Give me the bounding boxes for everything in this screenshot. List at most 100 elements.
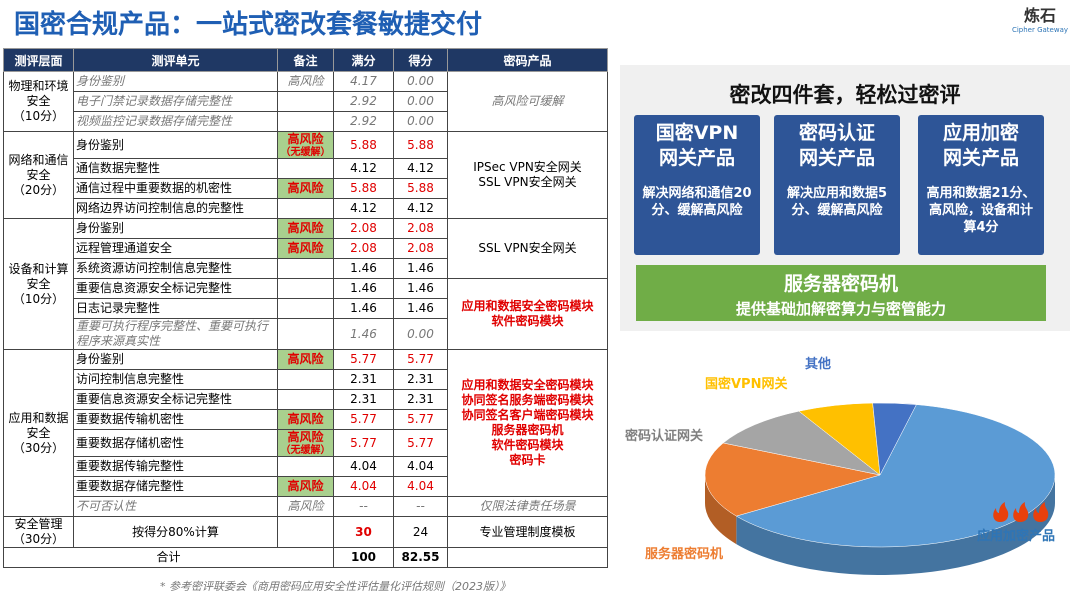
full-score: 4.12 <box>333 198 394 219</box>
score-table: 测评层面 测评单元 备注 满分 得分 密码产品 物理和环境安全 （10分） 身份鉴别 高风险 4.… <box>3 48 608 568</box>
total-row: 合计 100 82.55 <box>3 547 608 568</box>
column-header: 密码产品 <box>447 48 608 72</box>
score: 4.04 <box>393 456 448 477</box>
note-cell <box>277 91 334 112</box>
card-title-line: 国密VPN <box>655 122 739 144</box>
score: 0.00 <box>393 71 448 92</box>
unit-cell: 系统资源访问控制信息完整性 <box>73 258 278 279</box>
server-bar: 服务器密码机 提供基础加解密算力与密管能力 <box>636 265 1046 321</box>
score: 5.88 <box>393 131 448 159</box>
score: 2.31 <box>393 389 448 410</box>
note-cell: 高风险 <box>277 218 334 239</box>
card-desc: 解决网络和通信20分、缓解高风险 <box>642 186 752 218</box>
score: 2.31 <box>393 369 448 390</box>
column-header: 满分 <box>333 48 394 72</box>
full-score: 5.77 <box>333 409 394 430</box>
note-text: 高风险 <box>287 221 324 235</box>
unit-cell: 重要信息资源安全标记完整性 <box>73 389 278 410</box>
note-cell <box>277 456 334 477</box>
full-score: 4.17 <box>333 71 394 92</box>
score: 5.88 <box>393 178 448 199</box>
note-cell: 高风险 （无缓解） <box>277 131 334 159</box>
note-text: 高风险 <box>287 499 324 513</box>
layer-points: （20分） <box>12 182 65 197</box>
total-score: 82.55 <box>393 547 448 568</box>
note-cell: 高风险 <box>277 238 334 259</box>
note-cell <box>277 258 334 279</box>
unit-cell: 重要数据传输完整性 <box>73 456 278 477</box>
note-cell: 高风险 <box>277 409 334 430</box>
total-full: 100 <box>333 547 394 568</box>
unit-cell: 网络边界访问控制信息的完整性 <box>73 198 278 219</box>
product-line: 软件密码模块 <box>491 314 564 328</box>
slice-label: 国密VPN网关 <box>705 376 787 392</box>
logo-text: 炼石 <box>1023 6 1056 25</box>
product-line: 协同签名服务端密码模块 <box>461 393 594 407</box>
layer-points: （30分） <box>12 440 65 455</box>
panel-title: 密改四件套，轻松过密评 <box>729 83 961 107</box>
table-row: 重要信息资源安全标记完整性 1.46 1.46 应用和数据安全密码模块 软件密码模块 <box>4 278 608 350</box>
column-header: 测评层面 <box>3 48 74 72</box>
full-score: 2.31 <box>333 369 394 390</box>
product-line: 服务器密码机 <box>491 423 564 437</box>
score: 1.46 <box>393 258 448 279</box>
note-cell <box>277 278 334 299</box>
product-line: 专业管理制度模板 <box>479 524 576 539</box>
note-text: 高风险 <box>287 241 324 255</box>
note-text: 高风险 <box>287 181 324 195</box>
score: 1.46 <box>393 278 448 299</box>
score: 24 <box>393 516 448 548</box>
full-score: 2.08 <box>333 238 394 259</box>
product-cell: IPSec VPN安全网关 SSL VPN安全网关 <box>447 131 608 219</box>
product-panel: 密改四件套，轻松过密评 服务器密码机 提供基础加解密算力与密管能力 国密VPN 网… <box>620 65 1070 331</box>
card-title-line: 密码认证 <box>798 122 875 144</box>
unit-cell: 重要数据存储机密性 <box>73 429 278 457</box>
unit-cell: 身份鉴别 <box>73 218 278 239</box>
card-desc: 高用和数据21分、高风险，设备和计算4分 <box>926 186 1036 235</box>
pie-slice <box>722 410 881 476</box>
note-cell <box>277 158 334 179</box>
full-score: 1.46 <box>333 278 394 299</box>
unit-cell: 不可否认性 <box>73 496 278 517</box>
note-cell <box>277 111 334 132</box>
product-card: 密码认证网关产品解决应用和数据5分、缓解高风险 <box>774 115 900 255</box>
score: 2.08 <box>393 218 448 239</box>
table-row: 不可否认性 高风险 -- -- 仅限法律责任场景 <box>4 496 608 517</box>
card-desc: 解决应用和数据5分、缓解高风险 <box>786 186 888 218</box>
note-subtext: （无缓解） <box>280 147 331 158</box>
pie-slice <box>872 402 917 476</box>
table-row: 重要信息资源安全标记完整性 2.31 2.31 <box>4 389 608 410</box>
product-line: 应用和数据安全密码模块 <box>461 299 594 313</box>
card-title-line: 应用加密 <box>942 122 1019 144</box>
table-row: 远程管理通道安全 高风险 2.08 2.08 <box>4 238 608 259</box>
slide-title: 国密合规产品：一站式密改套餐敏捷交付 <box>14 10 483 40</box>
table-row: 电子门禁记录数据存储完整性 2.92 0.00 <box>4 91 608 112</box>
table-header: 测评层面 测评单元 备注 满分 得分 密码产品 <box>3 48 608 72</box>
flame-icon <box>1013 502 1029 522</box>
note-text: 高风险 <box>287 412 324 426</box>
table-row: 重要数据传输机密性 高风险 5.77 5.77 <box>4 409 608 430</box>
slice-side <box>736 475 1055 575</box>
product-line: 密码卡 <box>509 453 546 467</box>
flame-icon <box>1033 502 1049 522</box>
card-title-line: 网关产品 <box>658 147 735 169</box>
product-line: 高风险可缓解 <box>491 94 564 108</box>
product-line: IPSec VPN安全网关 <box>473 160 582 174</box>
product-cell: 高风险可缓解 <box>447 71 608 132</box>
full-score: 1.46 <box>333 318 394 350</box>
note-cell: 高风险 <box>277 476 334 497</box>
product-cell: 应用和数据安全密码模块 软件密码模块 <box>447 278 608 350</box>
note-cell <box>277 389 334 410</box>
layer-points: （30分） <box>12 532 65 546</box>
unit-cell: 身份鉴别 <box>73 131 278 159</box>
table-row: 安全管理 （30分） 按得分80%计算 30 24 专业管理制度模板 <box>3 516 608 548</box>
card-title-line: 网关产品 <box>798 147 875 169</box>
logo: 炼石 Cipher Gateway <box>1012 2 1068 34</box>
score: 4.12 <box>393 198 448 219</box>
unit-cell: 通信数据完整性 <box>73 158 278 179</box>
full-score: 5.88 <box>333 131 394 159</box>
note-cell: 高风险 <box>277 496 334 517</box>
score: 1.46 <box>393 298 448 319</box>
product-line: 仅限法律责任场景 <box>479 499 576 513</box>
score: -- <box>393 496 448 517</box>
